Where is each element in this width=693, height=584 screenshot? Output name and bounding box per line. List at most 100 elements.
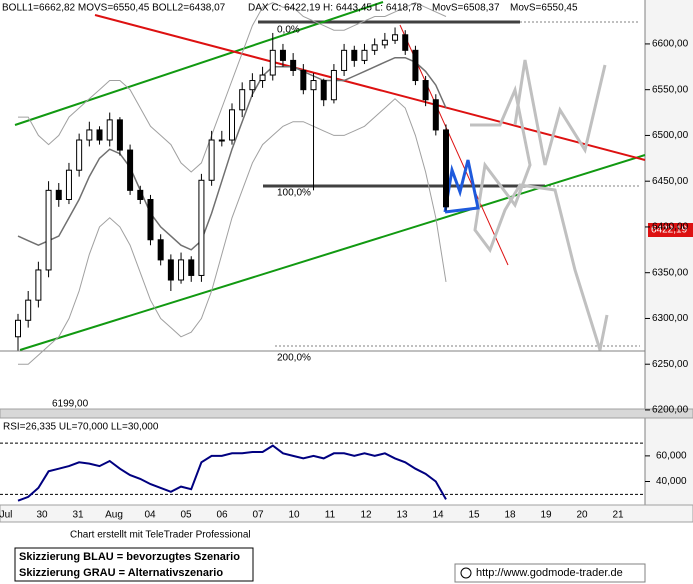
scenario-grey-alt <box>513 59 607 166</box>
y-tick-label: 6300,00 <box>652 313 689 324</box>
x-tick-label: 19 <box>540 510 552 521</box>
x-tick-label: 15 <box>468 510 480 521</box>
candle-body <box>239 89 246 111</box>
x-tick-label: 31 <box>72 510 84 521</box>
candle-body <box>422 80 429 101</box>
y-tick-label: 6200,00 <box>652 405 689 416</box>
candle-body <box>116 119 123 151</box>
legend-line: Skizzierung GRAU = Alternativszenario <box>19 567 223 579</box>
x-tick-label: 04 <box>144 510 156 521</box>
candle-body <box>249 80 256 91</box>
candle-body <box>269 49 276 76</box>
last-price-badge <box>648 223 693 237</box>
candle-body <box>310 80 317 91</box>
last-price-label: 6422,19 <box>651 225 688 236</box>
candle-body <box>55 189 62 200</box>
x-tick-label: 11 <box>325 510 336 521</box>
x-tick-label: 12 <box>360 510 372 521</box>
candle-body <box>76 139 83 171</box>
x-tick-label: 30 <box>36 510 48 521</box>
y-tick-label: 6400,00 <box>652 222 689 233</box>
candle-body <box>198 179 205 276</box>
candle-body <box>218 139 225 142</box>
low-label: 6199,00 <box>52 399 89 410</box>
axis-area <box>645 0 693 522</box>
rsi-label: RSI=26,335 UL=70,000 LL=30,000 <box>3 422 159 433</box>
candle-body <box>167 259 174 281</box>
fib-label: 100,0% <box>277 188 311 199</box>
overlay-line <box>17 56 447 251</box>
candle-body <box>259 74 266 82</box>
candle-body <box>351 49 358 61</box>
candle-body <box>208 139 215 181</box>
header-label: MovS=6550,45 <box>510 3 578 14</box>
candle-body <box>45 189 52 271</box>
rsi-tick-label: 40,000 <box>656 476 687 487</box>
candle-body <box>330 69 337 101</box>
x-tick-label: 06 <box>216 510 228 521</box>
legend-line: Skizzierung BLAU = bevorzugtes Szenario <box>19 551 240 563</box>
x-axis-area <box>0 504 693 523</box>
panel-separator <box>0 408 693 419</box>
scenario-blue <box>443 159 480 214</box>
candle-body <box>392 34 399 41</box>
candle-body <box>137 189 144 200</box>
x-tick-label: Aug <box>105 510 123 521</box>
candle-body <box>15 319 21 338</box>
candle-body <box>361 49 368 61</box>
copyright-icon <box>460 567 472 579</box>
overlay-line <box>18 2 447 173</box>
fib-label: 200,0% <box>277 353 311 364</box>
candle-body <box>147 198 154 241</box>
candle-body <box>320 80 327 101</box>
overlay-line <box>18 98 447 365</box>
y-tick-label: 6550,00 <box>652 84 689 95</box>
candle-body <box>127 149 134 191</box>
candle-body <box>96 129 103 141</box>
candle-body <box>157 239 164 261</box>
x-tick-label: 20 <box>576 510 588 521</box>
candle-body <box>106 119 113 141</box>
x-tick-label: 05 <box>180 510 192 521</box>
fib-label: 0,0% <box>277 25 300 36</box>
candle-body <box>65 169 72 200</box>
url-box[interactable] <box>454 563 646 583</box>
x-tick-label: 13 <box>396 510 408 521</box>
header-label: DAX C: 6422,19 H: 6443,45 L: 6418,78 <box>248 3 422 14</box>
legend-box <box>14 547 254 582</box>
candle-body <box>443 129 449 208</box>
candle-body <box>188 259 195 276</box>
candle-body <box>279 49 286 61</box>
candle-body <box>25 299 32 321</box>
x-tick-label: 10 <box>288 510 300 521</box>
candle-body <box>381 39 388 46</box>
header-label: BOLL1=6662,82 MOVS=6550,45 BOLL2=6438,07 <box>2 3 226 14</box>
candle-body <box>300 69 307 91</box>
y-tick-label: 6250,00 <box>652 359 689 370</box>
x-tick-label: 14 <box>432 510 444 521</box>
y-tick-label: 6450,00 <box>652 176 689 187</box>
candle-body <box>86 129 93 141</box>
rsi-line <box>17 444 447 502</box>
y-tick-label: 6500,00 <box>652 130 689 141</box>
candle-body <box>229 109 235 141</box>
url[interactable]: http://www.godmode-trader.de <box>476 567 623 579</box>
plot-area <box>15 2 449 365</box>
candle-body <box>178 259 185 281</box>
candle-body <box>412 49 419 82</box>
candle-body <box>402 34 409 51</box>
candle-body <box>371 44 378 51</box>
candle-body <box>35 269 42 301</box>
x-tick-label: 21 <box>612 510 624 521</box>
candle-body <box>290 59 297 71</box>
header-label: MovS=6508,37 <box>432 3 500 14</box>
x-tick-label: 18 <box>504 510 516 521</box>
rsi-tick-label: 60,000 <box>656 451 687 462</box>
y-tick-label: 6350,00 <box>652 267 689 278</box>
footer: Chart erstellt mit TeleTrader Profession… <box>70 530 251 541</box>
candle-body <box>341 49 348 71</box>
x-tick-label: 07 <box>252 510 264 521</box>
y-tick-label: 6600,00 <box>652 39 689 50</box>
